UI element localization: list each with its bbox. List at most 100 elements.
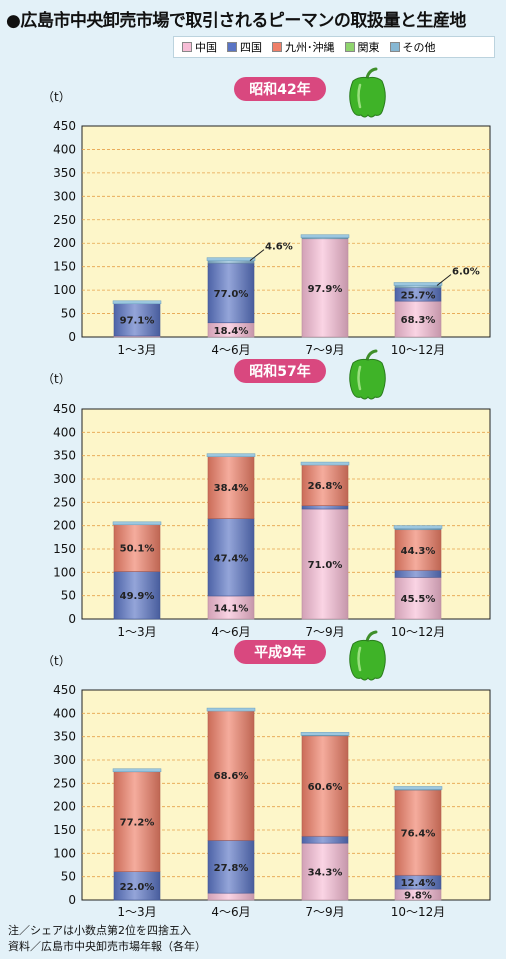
pepper-stem	[365, 67, 378, 80]
bar-segment	[113, 771, 161, 872]
legend-item: 中国	[182, 39, 217, 55]
x-tick-label: 4～6月	[211, 905, 250, 919]
data-label: 27.8%	[214, 863, 249, 874]
legend-label: 関東	[357, 41, 380, 54]
data-label: 76.4%	[401, 829, 436, 840]
bar-segment	[301, 835, 349, 844]
legend-label: 中国	[195, 41, 217, 54]
legend-item: 九州･沖縄	[272, 39, 335, 55]
data-label: 38.4%	[214, 483, 249, 494]
pepper-icon	[349, 349, 386, 400]
bar-segment	[301, 238, 349, 338]
bar-segment	[207, 518, 255, 597]
y-tick-label: 400	[53, 425, 76, 439]
bar-cap	[112, 521, 162, 526]
callout-line	[249, 249, 265, 262]
y-tick-label: 300	[53, 472, 76, 486]
x-tick-label: 7～9月	[305, 905, 344, 919]
y-tick-label: 200	[53, 519, 76, 533]
bar-segment	[301, 508, 349, 620]
bar-segment	[301, 463, 349, 506]
y-tick-label: 200	[53, 800, 76, 814]
y-tick-label: 100	[53, 565, 76, 579]
y-tick-label: 50	[61, 307, 76, 321]
bar-cap	[393, 525, 443, 529]
y-tick-label: 350	[53, 166, 76, 180]
bar-cap	[300, 732, 350, 736]
pepper-highlight	[357, 83, 362, 109]
data-label: 22.0%	[120, 882, 155, 893]
data-label: 60.6%	[308, 782, 343, 793]
bar-segment	[113, 871, 161, 901]
figure-title: ●広島市中央卸売市場で取引されるピーマンの取扱量と生産地	[6, 11, 466, 31]
y-tick-label: 250	[53, 776, 76, 790]
data-label: 50.1%	[120, 544, 155, 555]
data-label: 14.1%	[214, 603, 249, 614]
y-tick-label: 150	[53, 260, 76, 274]
bar-segment	[113, 571, 161, 620]
data-label: 9.8%	[404, 891, 432, 902]
data-label: 45.5%	[401, 594, 436, 605]
bar-segment	[113, 302, 161, 337]
chart-title-badge	[234, 640, 326, 664]
bar-segment	[301, 842, 349, 901]
legend: 中国 四国 九州･沖縄 関東 その他	[173, 36, 495, 58]
legend-label: 九州･沖縄	[285, 41, 335, 54]
bar-segment	[113, 523, 161, 572]
pepper-stem	[365, 349, 378, 362]
data-label: 47.4%	[214, 553, 249, 564]
y-tick-label: 100	[53, 283, 76, 297]
callout-line	[436, 274, 452, 286]
y-tick-label: 450	[53, 683, 76, 697]
y-tick-label: 50	[61, 589, 76, 603]
x-tick-label: 1～3月	[117, 625, 156, 639]
bar-segment	[207, 455, 255, 519]
legend-label: 四国	[240, 41, 262, 54]
chart-title: 昭和42年	[249, 81, 310, 98]
legend-item: 四国	[227, 39, 262, 55]
bar-cap	[206, 707, 256, 712]
pepper-body	[349, 76, 386, 118]
y-tick-label: 0	[68, 612, 76, 626]
footnote-source: 資料／広島市中央卸売市場年報（各年）	[8, 940, 206, 953]
chart-2: 0 50 100 150 200 250 300 350 400 450 （t） 平成9年 1～3月 22…	[42, 630, 491, 919]
y-tick-label: 350	[53, 449, 76, 463]
bar-segment	[394, 300, 442, 338]
legend-label: その他	[402, 41, 436, 54]
legend-swatch	[344, 42, 355, 52]
bar-segment	[207, 840, 255, 894]
bar-cap	[112, 768, 162, 772]
data-label: 71.0%	[308, 560, 343, 571]
bar-cap	[112, 300, 162, 305]
bar-segment	[207, 262, 255, 324]
y-tick-label: 50	[61, 870, 76, 884]
legend-swatch	[182, 42, 192, 52]
data-label: 68.3%	[401, 315, 436, 326]
pepper-highlight	[357, 365, 362, 391]
y-axis-label: （t）	[42, 372, 71, 386]
chart-1: 0 50 100 150 200 250 300 350 400 450 （t） 昭和57年 1～3月 4…	[42, 349, 491, 639]
y-tick-label: 300	[53, 753, 76, 767]
x-tick-label: 4～6月	[211, 625, 250, 639]
bar-segment	[301, 505, 349, 510]
x-tick-label: 7～9月	[305, 343, 344, 357]
y-tick-label: 250	[53, 495, 76, 509]
footnote-share: 注／シェアは小数点第2位を四捨五入	[8, 924, 191, 937]
bar-cap	[300, 461, 350, 466]
y-tick-label: 250	[53, 213, 76, 227]
x-tick-label: 10～12月	[391, 905, 446, 919]
data-label: 77.0%	[214, 289, 249, 300]
bar-segment	[394, 577, 442, 620]
data-label: 49.9%	[120, 591, 155, 602]
chart-title: 昭和57年	[249, 363, 310, 380]
bar-segment	[394, 569, 442, 578]
legend-item: その他	[389, 39, 436, 55]
data-label: 26.8%	[308, 481, 343, 492]
x-tick-label: 4～6月	[211, 343, 250, 357]
bar-cap	[393, 282, 443, 286]
y-tick-label: 400	[53, 142, 76, 156]
data-label: 18.4%	[214, 326, 249, 337]
pepper-icon	[349, 630, 386, 681]
